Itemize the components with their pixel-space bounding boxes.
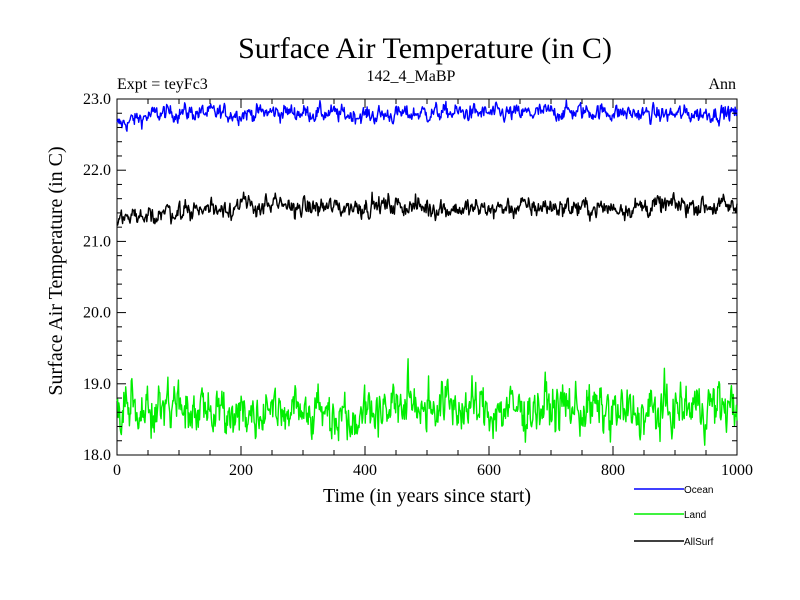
y-axis-label: Surface Air Temperature (in C) [45, 146, 67, 395]
y-tick-label: 23.0 [83, 91, 111, 108]
y-tick-label: 20.0 [83, 305, 111, 322]
legend: Ocean Land AllSurf [634, 485, 714, 548]
experiment-label: Expt = teyFc3 [117, 76, 208, 93]
y-tick-label: 18.0 [83, 447, 111, 464]
legend-label-land: Land [684, 510, 706, 521]
legend-label-ocean: Ocean [684, 485, 713, 496]
x-tick-label: 0 [113, 462, 121, 479]
period-label: 142_4_MaBP [367, 68, 456, 85]
chart-title: Surface Air Temperature (in C) [238, 32, 612, 65]
season-label: Ann [708, 76, 736, 93]
x-tick-label: 600 [477, 462, 501, 479]
x-axis-label: Time (in years since start) [323, 485, 531, 507]
axes: 0 200 400 600 800 1000 18.0 19.0 20.0 21.0 22.0 23.… [83, 91, 753, 479]
series-line-ocean [116, 99, 738, 132]
series-line-allsurf [116, 191, 738, 226]
series-group [116, 99, 738, 446]
x-tick-label: 1000 [721, 462, 753, 479]
y-tick-label: 19.0 [83, 376, 111, 393]
y-tick-label: 22.0 [83, 162, 111, 179]
x-tick-label: 800 [601, 462, 625, 479]
x-tick-label: 200 [229, 462, 253, 479]
series-line-land [116, 358, 738, 446]
legend-label-allsurf: AllSurf [684, 537, 714, 548]
x-tick-label: 400 [353, 462, 377, 479]
y-tick-label: 21.0 [83, 233, 111, 250]
